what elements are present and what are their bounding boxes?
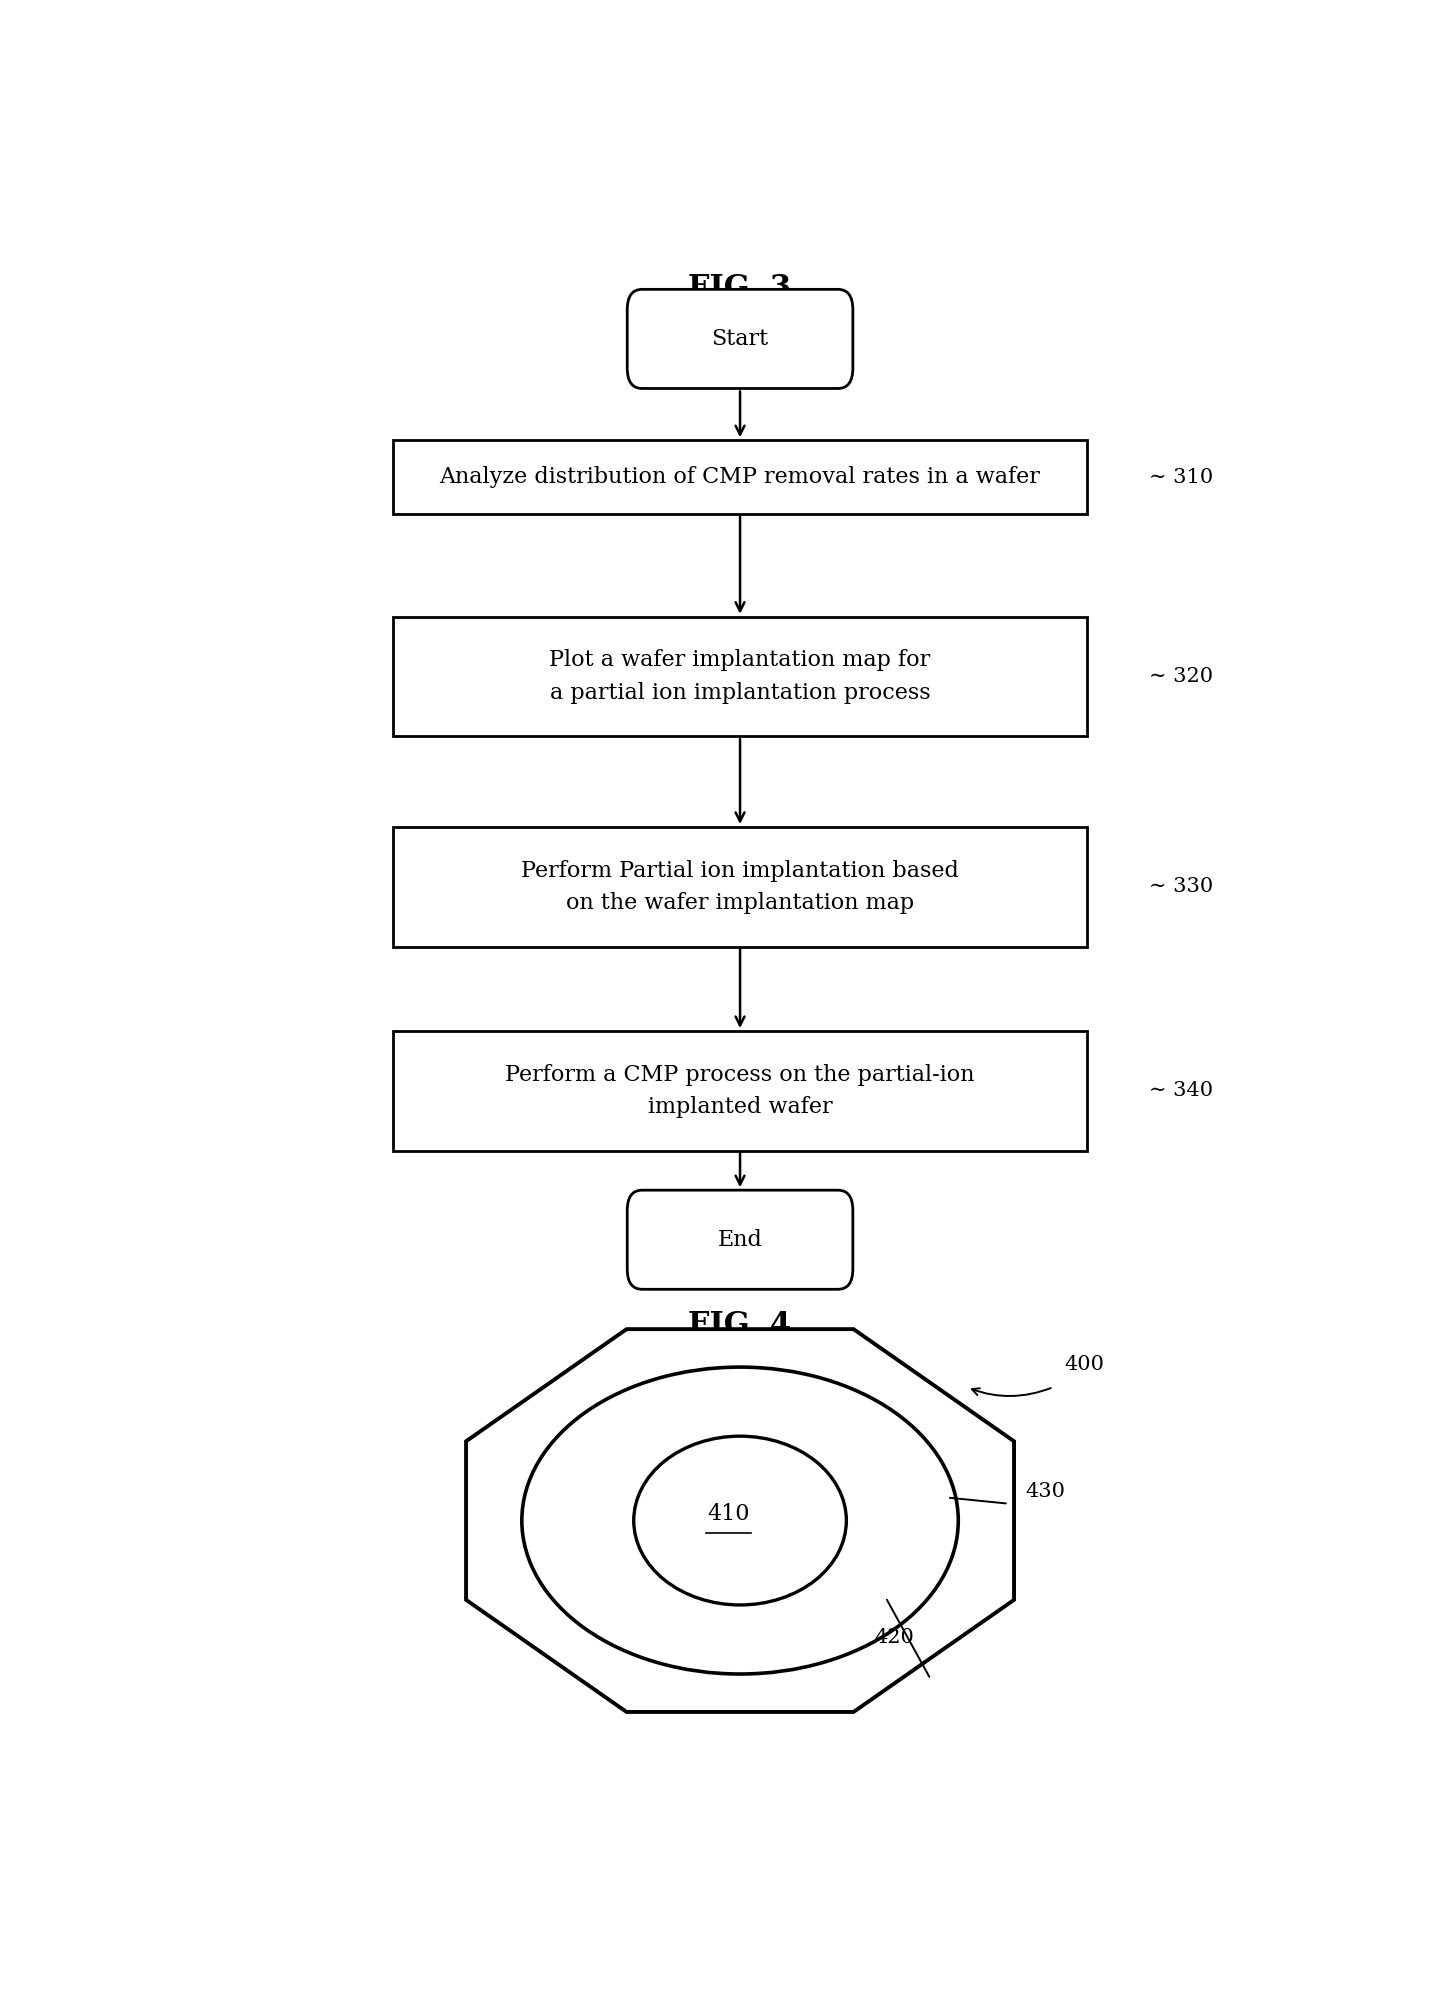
Ellipse shape <box>521 1367 959 1674</box>
Text: Plot a wafer implantation map for
a partial ion implantation process: Plot a wafer implantation map for a part… <box>549 650 931 704</box>
Text: ∼ 310: ∼ 310 <box>1148 468 1213 486</box>
Bar <box>393 1030 1087 1150</box>
Text: ∼ 320: ∼ 320 <box>1148 668 1213 686</box>
FancyBboxPatch shape <box>627 1190 853 1289</box>
Text: Start: Start <box>712 329 768 351</box>
Bar <box>393 616 1087 735</box>
Bar <box>393 827 1087 947</box>
Text: 410: 410 <box>708 1503 749 1525</box>
Text: FIG. 3: FIG. 3 <box>689 273 791 303</box>
FancyBboxPatch shape <box>627 289 853 389</box>
Text: Analyze distribution of CMP removal rates in a wafer: Analyze distribution of CMP removal rate… <box>439 466 1041 488</box>
Text: 420: 420 <box>875 1628 914 1646</box>
Bar <box>393 440 1087 514</box>
Text: Perform a CMP process on the partial-ion
implanted wafer: Perform a CMP process on the partial-ion… <box>505 1064 975 1118</box>
Polygon shape <box>466 1329 1014 1712</box>
Text: Perform Partial ion implantation based
on the wafer implantation map: Perform Partial ion implantation based o… <box>521 859 959 915</box>
Text: End: End <box>718 1230 762 1252</box>
Text: ∼ 340: ∼ 340 <box>1148 1082 1213 1100</box>
Text: 430: 430 <box>1025 1483 1066 1501</box>
Text: FIG. 4: FIG. 4 <box>689 1309 791 1341</box>
Ellipse shape <box>634 1437 846 1604</box>
Text: 400: 400 <box>1064 1355 1105 1373</box>
Text: ∼ 330: ∼ 330 <box>1148 877 1213 897</box>
